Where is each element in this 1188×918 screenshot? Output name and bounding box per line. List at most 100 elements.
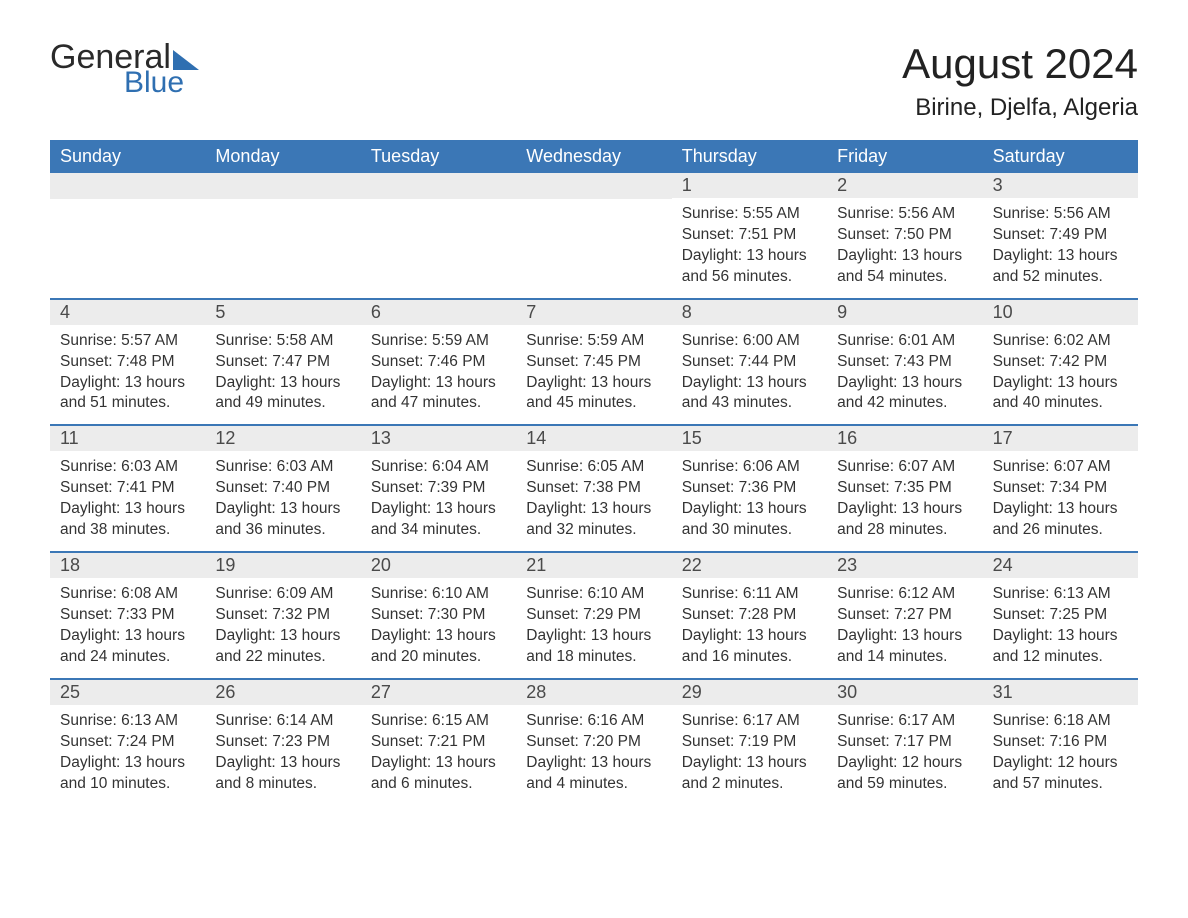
sunrise-line: Sunrise: 6:13 AM bbox=[60, 711, 195, 732]
day-cell: 1Sunrise: 5:55 AMSunset: 7:51 PMDaylight… bbox=[672, 173, 827, 298]
sunrise-value: 5:59 AM bbox=[432, 332, 489, 349]
sunrise-line: Sunrise: 6:12 AM bbox=[837, 584, 972, 605]
month-title: August 2024 bbox=[902, 40, 1138, 88]
daylight-line: Daylight: 12 hours and 57 minutes. bbox=[993, 753, 1128, 795]
day-details: Sunrise: 6:03 AMSunset: 7:40 PMDaylight:… bbox=[205, 451, 360, 541]
empty-day-bar bbox=[50, 173, 205, 199]
daylight-label: Daylight: bbox=[526, 627, 591, 644]
sunset-line: Sunset: 7:39 PM bbox=[371, 478, 506, 499]
sunrise-label: Sunrise: bbox=[837, 712, 898, 729]
sunset-line: Sunset: 7:41 PM bbox=[60, 478, 195, 499]
daylight-label: Daylight: bbox=[682, 754, 747, 771]
sunrise-value: 6:05 AM bbox=[587, 458, 644, 475]
sunrise-label: Sunrise: bbox=[60, 585, 121, 602]
day-cell: 28Sunrise: 6:16 AMSunset: 7:20 PMDayligh… bbox=[516, 680, 671, 805]
sunset-label: Sunset: bbox=[682, 606, 739, 623]
sunset-line: Sunset: 7:50 PM bbox=[837, 225, 972, 246]
sunrise-value: 6:08 AM bbox=[121, 585, 178, 602]
daylight-line: Daylight: 13 hours and 14 minutes. bbox=[837, 626, 972, 668]
sunrise-line: Sunrise: 6:07 AM bbox=[837, 457, 972, 478]
day-number: 20 bbox=[361, 553, 516, 578]
sunrise-value: 5:57 AM bbox=[121, 332, 178, 349]
daylight-label: Daylight: bbox=[837, 754, 902, 771]
day-cell: 12Sunrise: 6:03 AMSunset: 7:40 PMDayligh… bbox=[205, 426, 360, 551]
day-number: 6 bbox=[361, 300, 516, 325]
daylight-label: Daylight: bbox=[215, 374, 280, 391]
day-details: Sunrise: 5:56 AMSunset: 7:50 PMDaylight:… bbox=[827, 198, 982, 288]
sunrise-label: Sunrise: bbox=[682, 712, 743, 729]
day-cell: 26Sunrise: 6:14 AMSunset: 7:23 PMDayligh… bbox=[205, 680, 360, 805]
sunrise-label: Sunrise: bbox=[371, 458, 432, 475]
sunset-label: Sunset: bbox=[682, 353, 739, 370]
sunset-line: Sunset: 7:25 PM bbox=[993, 605, 1128, 626]
sunset-line: Sunset: 7:27 PM bbox=[837, 605, 972, 626]
day-number: 18 bbox=[50, 553, 205, 578]
sunset-label: Sunset: bbox=[993, 479, 1050, 496]
sunrise-label: Sunrise: bbox=[837, 332, 898, 349]
sunrise-line: Sunrise: 6:08 AM bbox=[60, 584, 195, 605]
daylight-line: Daylight: 13 hours and 2 minutes. bbox=[682, 753, 817, 795]
day-details: Sunrise: 5:58 AMSunset: 7:47 PMDaylight:… bbox=[205, 325, 360, 415]
day-number: 11 bbox=[50, 426, 205, 451]
sunset-label: Sunset: bbox=[60, 733, 117, 750]
sunset-line: Sunset: 7:36 PM bbox=[682, 478, 817, 499]
daylight-label: Daylight: bbox=[215, 500, 280, 517]
sunset-label: Sunset: bbox=[682, 733, 739, 750]
sunset-label: Sunset: bbox=[60, 353, 117, 370]
sunset-line: Sunset: 7:30 PM bbox=[371, 605, 506, 626]
sunset-label: Sunset: bbox=[215, 353, 272, 370]
sunset-line: Sunset: 7:16 PM bbox=[993, 732, 1128, 753]
daylight-line: Daylight: 13 hours and 42 minutes. bbox=[837, 373, 972, 415]
sunset-label: Sunset: bbox=[371, 479, 428, 496]
sunrise-line: Sunrise: 5:59 AM bbox=[371, 331, 506, 352]
sunset-value: 7:47 PM bbox=[272, 353, 330, 370]
sunset-line: Sunset: 7:43 PM bbox=[837, 352, 972, 373]
day-details: Sunrise: 6:17 AMSunset: 7:19 PMDaylight:… bbox=[672, 705, 827, 795]
daylight-label: Daylight: bbox=[682, 627, 747, 644]
sunset-line: Sunset: 7:51 PM bbox=[682, 225, 817, 246]
empty-day-bar bbox=[205, 173, 360, 199]
daylight-label: Daylight: bbox=[215, 754, 280, 771]
sunrise-line: Sunrise: 6:06 AM bbox=[682, 457, 817, 478]
day-cell: 19Sunrise: 6:09 AMSunset: 7:32 PMDayligh… bbox=[205, 553, 360, 678]
daylight-line: Daylight: 13 hours and 8 minutes. bbox=[215, 753, 350, 795]
day-cell bbox=[361, 173, 516, 298]
sunrise-value: 6:15 AM bbox=[432, 712, 489, 729]
sunset-value: 7:49 PM bbox=[1049, 226, 1107, 243]
day-cell: 9Sunrise: 6:01 AMSunset: 7:43 PMDaylight… bbox=[827, 300, 982, 425]
sunset-label: Sunset: bbox=[215, 479, 272, 496]
day-details: Sunrise: 6:11 AMSunset: 7:28 PMDaylight:… bbox=[672, 578, 827, 668]
daylight-line: Daylight: 13 hours and 54 minutes. bbox=[837, 246, 972, 288]
day-number: 7 bbox=[516, 300, 671, 325]
sunset-value: 7:30 PM bbox=[428, 606, 486, 623]
sunset-line: Sunset: 7:20 PM bbox=[526, 732, 661, 753]
sunset-value: 7:42 PM bbox=[1049, 353, 1107, 370]
header: General Blue August 2024 Birine, Djelfa,… bbox=[50, 40, 1138, 122]
sunset-label: Sunset: bbox=[215, 606, 272, 623]
sunrise-value: 6:01 AM bbox=[898, 332, 955, 349]
day-cell: 13Sunrise: 6:04 AMSunset: 7:39 PMDayligh… bbox=[361, 426, 516, 551]
day-number: 21 bbox=[516, 553, 671, 578]
sunset-line: Sunset: 7:21 PM bbox=[371, 732, 506, 753]
sunset-value: 7:51 PM bbox=[739, 226, 797, 243]
sunrise-line: Sunrise: 5:56 AM bbox=[993, 204, 1128, 225]
sunrise-line: Sunrise: 5:57 AM bbox=[60, 331, 195, 352]
sunset-value: 7:50 PM bbox=[894, 226, 952, 243]
daylight-label: Daylight: bbox=[837, 374, 902, 391]
sunrise-line: Sunrise: 6:03 AM bbox=[215, 457, 350, 478]
week-row: 18Sunrise: 6:08 AMSunset: 7:33 PMDayligh… bbox=[50, 551, 1138, 678]
day-cell: 7Sunrise: 5:59 AMSunset: 7:45 PMDaylight… bbox=[516, 300, 671, 425]
sunrise-value: 6:13 AM bbox=[121, 712, 178, 729]
sunset-value: 7:41 PM bbox=[117, 479, 175, 496]
weekday-header-cell: Monday bbox=[205, 140, 360, 173]
sunset-label: Sunset: bbox=[993, 606, 1050, 623]
day-cell: 11Sunrise: 6:03 AMSunset: 7:41 PMDayligh… bbox=[50, 426, 205, 551]
sunrise-value: 5:59 AM bbox=[587, 332, 644, 349]
sunrise-value: 6:03 AM bbox=[277, 458, 334, 475]
sunrise-value: 6:14 AM bbox=[277, 712, 334, 729]
daylight-label: Daylight: bbox=[371, 374, 436, 391]
daylight-label: Daylight: bbox=[993, 247, 1058, 264]
sunrise-line: Sunrise: 6:15 AM bbox=[371, 711, 506, 732]
sunrise-label: Sunrise: bbox=[993, 712, 1054, 729]
day-cell bbox=[50, 173, 205, 298]
